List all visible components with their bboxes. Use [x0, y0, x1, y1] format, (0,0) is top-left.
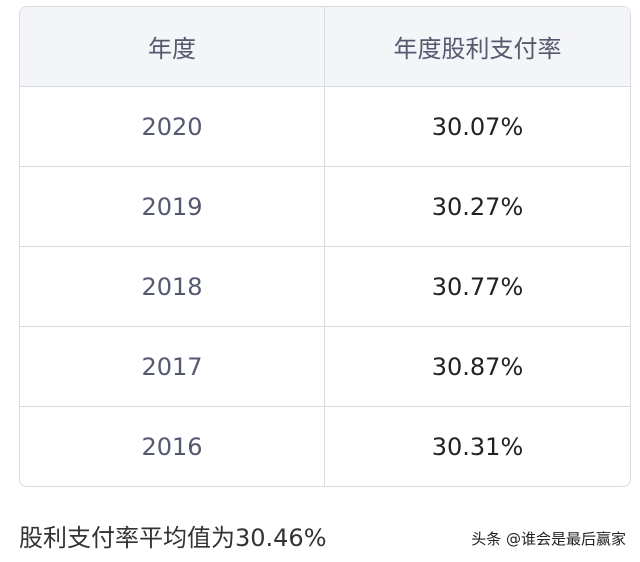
- table-cell: 2020: [20, 87, 325, 167]
- table-cell: 30.87%: [325, 327, 630, 407]
- table-cell: 30.31%: [431, 432, 524, 461]
- table-body: 2020 30.07% 2019 30.27% 2018 30.77% 2017 30.87%…: [20, 87, 630, 486]
- table-cell: 2018: [20, 247, 325, 327]
- table-row: 2018 30.77%: [20, 247, 630, 327]
- header-cell: 年度: [20, 7, 325, 87]
- table-cell: 2017: [20, 327, 325, 407]
- table-row: 2019 30.27%: [20, 167, 630, 247]
- table-cell: 30.27%: [325, 167, 630, 247]
- table-cell: 30.77%: [325, 247, 630, 327]
- watermark: 头条 @谁会是最后赢家: [471, 530, 626, 548]
- header-cell: 年度股利支付率: [325, 7, 630, 87]
- table-cell: 2016: [20, 407, 325, 486]
- header-row: 年度 年度股利支付率: [20, 7, 630, 87]
- table: 年度 年度股利支付率 2020 30.07% 2019 30.27% 2018 30.77%…: [19, 6, 631, 487]
- table-cell: 30.07%: [325, 87, 630, 167]
- table-cell: 2019: [20, 167, 325, 247]
- table-row: 2020 30.07%: [20, 87, 630, 167]
- table-row: 2017 30.87%: [20, 327, 630, 407]
- table-row: 2016 30.31%: [20, 407, 630, 486]
- caption: 股利支付率平均值为30.46%: [19, 524, 327, 552]
